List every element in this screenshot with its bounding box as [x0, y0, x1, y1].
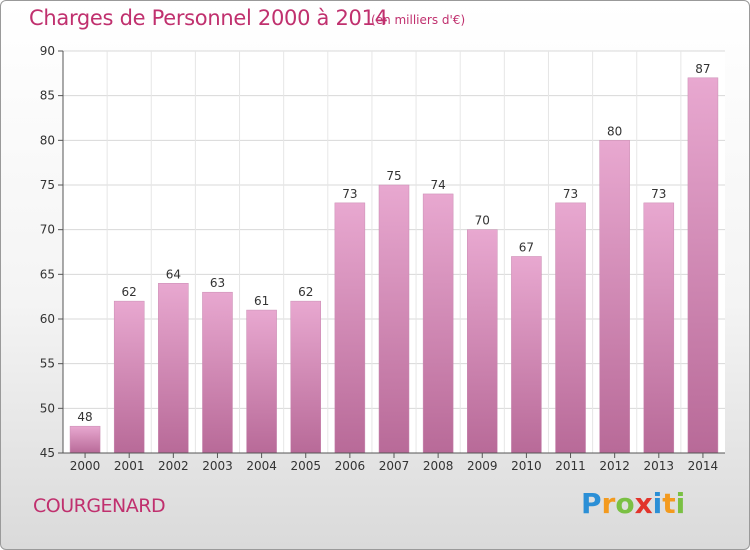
bar-value-label: 48 — [77, 410, 92, 424]
bar-2013 — [643, 202, 675, 454]
bar-value-label: 73 — [563, 187, 578, 201]
bar-2004 — [246, 309, 277, 454]
bar-value-label: 70 — [475, 214, 490, 228]
x-tick-label: 2012 — [599, 459, 630, 473]
y-tick-label: 50 — [40, 401, 55, 415]
logo-letter: t — [662, 487, 676, 520]
y-tick-label: 60 — [40, 312, 55, 326]
bar-2000 — [69, 425, 101, 454]
logo-letter: P — [581, 487, 602, 520]
x-tick-label: 2007 — [379, 459, 410, 473]
y-tick-label: 70 — [40, 223, 55, 237]
x-tick-label: 2005 — [290, 459, 321, 473]
x-tick-label: 2010 — [511, 459, 542, 473]
x-tick-label: 2013 — [644, 459, 675, 473]
bar-2007 — [378, 184, 410, 454]
bar-2001 — [113, 300, 145, 454]
logo-letter: i — [652, 487, 663, 520]
x-tick-label: 2001 — [114, 459, 145, 473]
y-tick-label: 55 — [40, 357, 55, 371]
bar-value-label: 87 — [695, 62, 710, 76]
logo-letter: x — [634, 487, 653, 520]
logo-letter: o — [615, 487, 635, 520]
x-tick-label: 2004 — [246, 459, 277, 473]
bar-2005 — [290, 300, 321, 454]
logo-letter: r — [601, 487, 616, 520]
y-tick-label: 85 — [40, 89, 55, 103]
x-tick-label: 2008 — [423, 459, 454, 473]
bar-value-label: 73 — [651, 187, 666, 201]
x-tick-label: 2000 — [70, 459, 101, 473]
bar-2014 — [687, 77, 719, 454]
chart-title: Charges de Personnel 2000 à 2014 — [29, 6, 388, 30]
bar-2009 — [467, 229, 498, 454]
bar-2012 — [599, 140, 630, 454]
x-tick-label: 2014 — [688, 459, 719, 473]
x-tick-label: 2011 — [555, 459, 586, 473]
bar-value-label: 64 — [166, 267, 181, 281]
proxiti-logo: Proxiti — [581, 487, 685, 520]
bar-value-label: 75 — [386, 169, 401, 183]
bar-value-label: 67 — [519, 240, 534, 254]
y-tick-label: 65 — [40, 267, 55, 281]
chart-subtitle: (en milliers d'€) — [371, 13, 466, 27]
bar-value-label: 61 — [254, 294, 269, 308]
bar-2011 — [555, 202, 586, 454]
y-tick-label: 75 — [40, 178, 55, 192]
y-tick-label: 45 — [40, 446, 55, 460]
x-tick-label: 2003 — [202, 459, 233, 473]
logo-letter: i — [675, 487, 686, 520]
bar-2003 — [202, 291, 233, 454]
bar-2008 — [422, 193, 454, 454]
bar-value-label: 73 — [342, 187, 357, 201]
bar-value-label: 80 — [607, 124, 622, 138]
x-tick-label: 2006 — [335, 459, 366, 473]
bar-2002 — [158, 283, 189, 454]
bar-value-label: 62 — [298, 285, 313, 299]
y-tick-label: 80 — [40, 133, 55, 147]
bar-2010 — [511, 256, 542, 454]
bar-value-label: 62 — [122, 285, 137, 299]
y-tick-label: 90 — [40, 44, 55, 58]
bar-2006 — [334, 202, 366, 454]
x-tick-label: 2002 — [158, 459, 189, 473]
bar-value-label: 74 — [430, 178, 445, 192]
commune-name: COURGENARD — [33, 495, 166, 517]
x-tick-label: 2009 — [467, 459, 498, 473]
bar-value-label: 63 — [210, 276, 225, 290]
